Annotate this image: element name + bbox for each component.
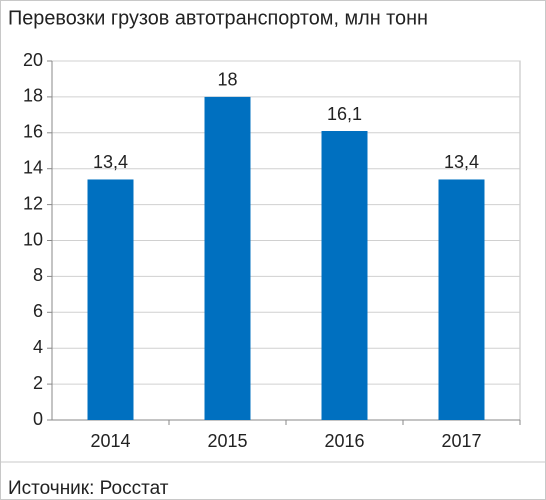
x-tick-label: 2016 — [324, 431, 364, 451]
y-tick-label: 2 — [33, 373, 43, 393]
y-tick-label: 16 — [23, 122, 43, 142]
y-tick-label: 10 — [23, 229, 43, 249]
source: Источник: Росстат — [8, 478, 169, 499]
x-tick-label: 2017 — [441, 431, 481, 451]
value-label: 16,1 — [327, 104, 362, 124]
chart-title: Перевозки грузов автотранспортом, млн то… — [8, 7, 428, 29]
value-label: 18 — [217, 70, 237, 90]
y-tick-label: 20 — [23, 50, 43, 70]
x-tick-label: 2015 — [207, 431, 247, 451]
y-tick-label: 8 — [33, 265, 43, 285]
y-tick-label: 18 — [23, 86, 43, 106]
value-label: 13,4 — [93, 152, 128, 172]
y-tick-label: 12 — [23, 193, 43, 213]
y-tick-label: 0 — [33, 409, 43, 429]
y-tick-label: 4 — [33, 337, 43, 357]
x-tick-label: 2014 — [90, 431, 130, 451]
bar — [204, 96, 251, 421]
value-label: 13,4 — [444, 152, 479, 172]
bar — [438, 179, 485, 420]
bar — [321, 131, 368, 420]
y-tick-label: 6 — [33, 301, 43, 321]
y-tick-label: 14 — [23, 157, 43, 177]
bar — [87, 179, 134, 420]
